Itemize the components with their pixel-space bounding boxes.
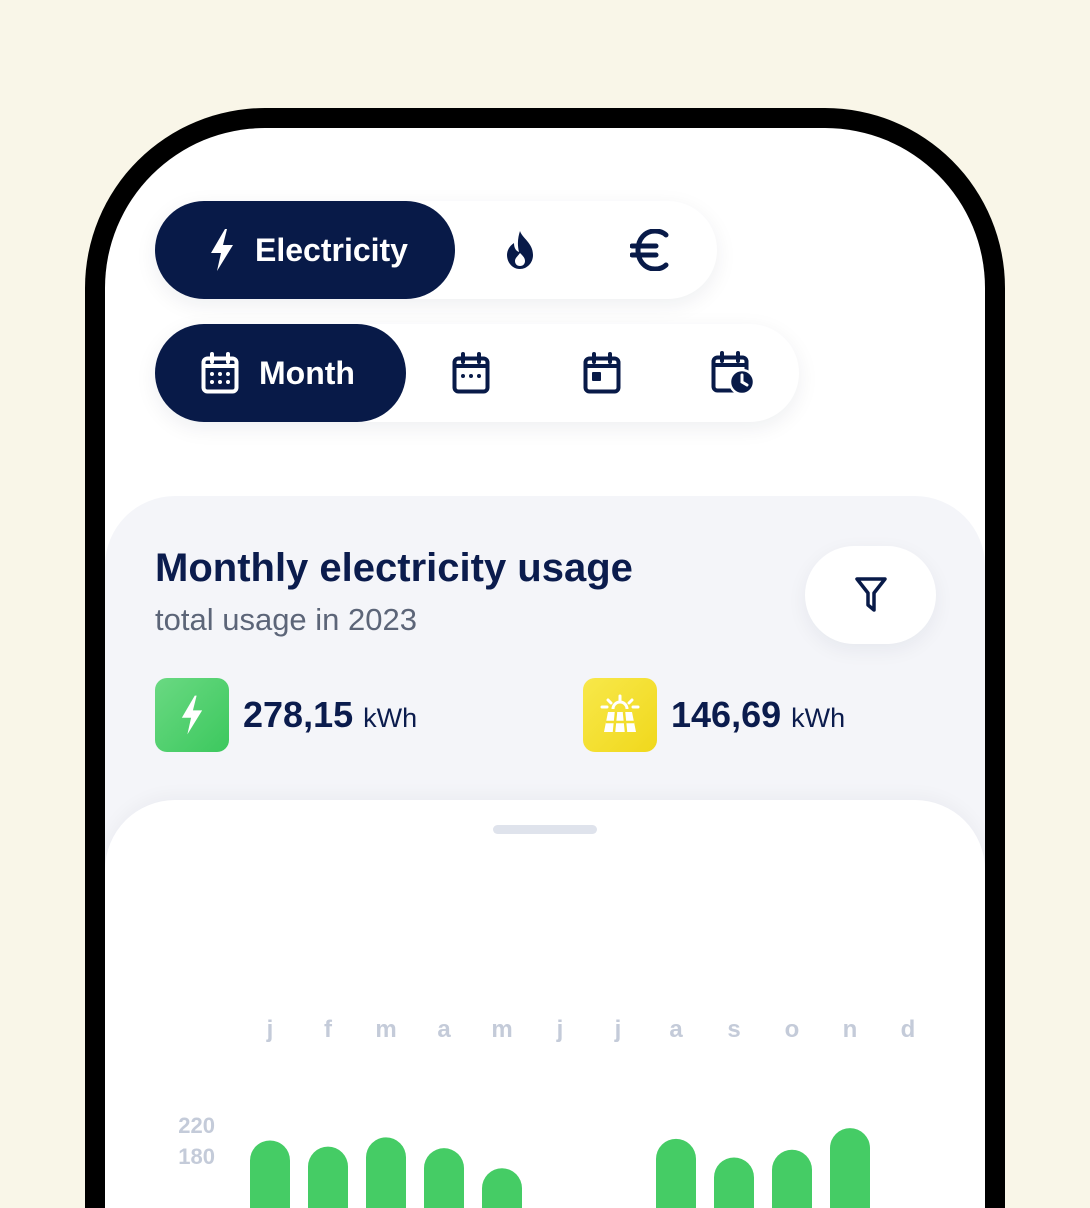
month-bar[interactable] [772,1149,812,1208]
solar-unit: kWh [791,702,846,733]
card-subtitle: total usage in 2023 [155,602,417,637]
month-bar[interactable] [308,1146,348,1208]
period-selector: Month [155,324,799,422]
solar-panel-icon [600,694,640,733]
tab-cost[interactable] [585,201,715,299]
card-title: Monthly electricity usage [155,546,633,590]
tab-month-label: Month [259,354,355,391]
y-tick-label: 180 [178,1144,215,1169]
month-label: a [669,1016,683,1043]
month-label: o [785,1016,800,1043]
flame-icon [507,231,533,269]
y-tick-label: 220 [178,1113,215,1138]
month-label: f [324,1016,333,1043]
euro-icon [630,229,669,271]
month-label: m [375,1016,396,1043]
tab-day[interactable] [537,324,667,422]
lightning-icon [211,229,233,271]
monthly-bar-chart: j f m a m j j a s o n d 220 180 [178,1016,916,1208]
tab-week[interactable] [406,324,536,422]
filter-icon [854,577,887,612]
month-label: d [901,1016,916,1043]
sheet-drag-handle[interactable] [493,825,597,834]
month-label: s [727,1016,740,1043]
month-label: a [437,1016,451,1043]
month-bar[interactable] [424,1148,464,1208]
consumption-value: 278,15 [243,694,354,735]
tab-electricity[interactable]: Electricity [155,201,455,299]
consumption-tile [155,678,229,752]
tab-month[interactable]: Month [155,324,406,422]
solar-value: 146,69 [671,694,782,735]
month-bar[interactable] [830,1128,870,1208]
tab-gas[interactable] [455,201,585,299]
calendar-week-icon [452,352,490,394]
phone-frame: Electricity [85,108,1005,1208]
lightning-icon [181,695,203,735]
month-label: m [491,1016,512,1043]
app-screen: Electricity [105,128,985,1208]
month-bar[interactable] [482,1168,522,1208]
month-label: j [556,1016,564,1043]
tab-custom-range[interactable] [668,324,798,422]
solar-tile [583,678,657,752]
month-bar[interactable] [714,1157,754,1208]
month-label: j [266,1016,274,1043]
calendar-day-icon [583,352,621,394]
solar-stat: 146,69 kWh [583,678,845,752]
chart-sheet: j f m a m j j a s o n d 220 180 [105,800,985,1208]
consumption-stat: 278,15 kWh [155,678,417,752]
consumption-unit: kWh [363,702,418,733]
energy-type-selector: Electricity [155,201,717,299]
calendar-clock-icon [711,351,755,395]
month-bar[interactable] [656,1138,696,1208]
month-label: n [843,1016,858,1043]
tab-electricity-label: Electricity [255,231,408,268]
month-label: j [614,1016,622,1043]
filter-button[interactable] [805,546,936,644]
calendar-month-icon [201,352,239,394]
month-bar[interactable] [366,1137,406,1208]
month-bar[interactable] [250,1140,290,1208]
